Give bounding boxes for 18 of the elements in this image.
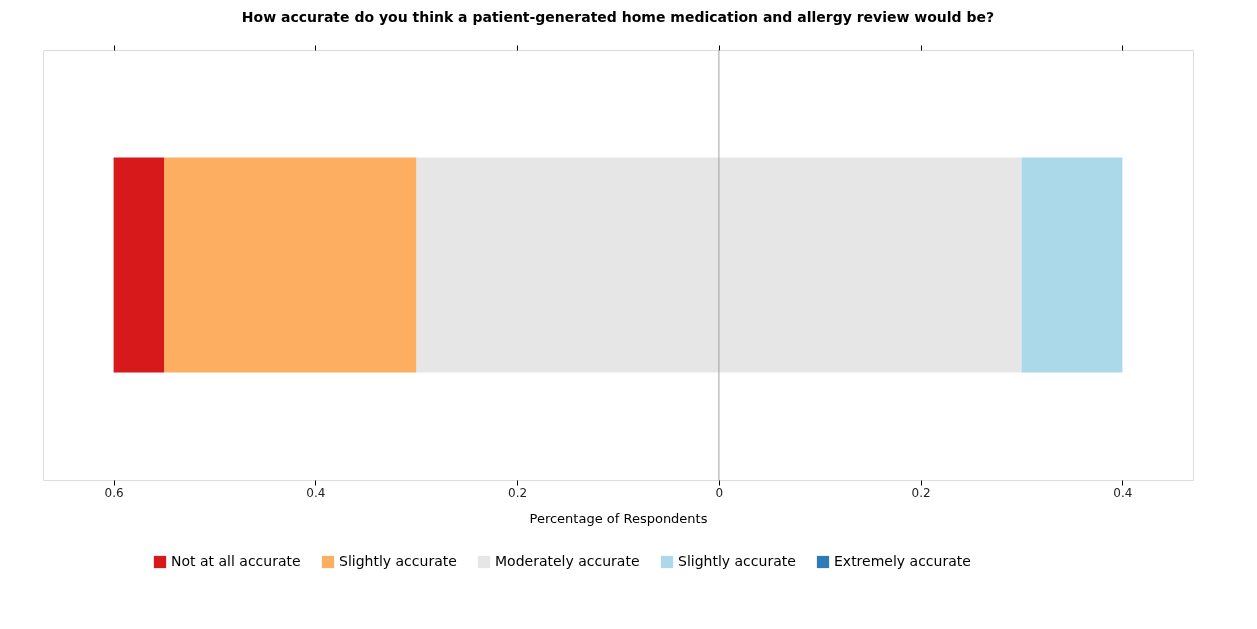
legend-label: Moderately accurate bbox=[495, 553, 640, 569]
bar bbox=[416, 157, 719, 373]
legend-label: Extremely accurate bbox=[834, 553, 971, 569]
x-tick-label: 0.2 bbox=[911, 485, 931, 500]
x-tick-label: 0.4 bbox=[306, 485, 326, 500]
x-tick-label: 0.2 bbox=[508, 485, 528, 500]
bar bbox=[718, 157, 1022, 373]
x-tick-label: 0.6 bbox=[104, 485, 124, 500]
legend-label: Slightly accurate bbox=[678, 553, 796, 569]
chart-title: How accurate do you think a patient-generated home medication and allergy review would be? bbox=[241, 8, 995, 25]
x-tick-label: 0.4 bbox=[1113, 485, 1133, 500]
x-axis-title: Percentage of Respondents bbox=[529, 510, 708, 526]
bar bbox=[164, 157, 417, 373]
x-tick-label: 0 bbox=[715, 485, 724, 500]
bar bbox=[113, 157, 165, 373]
bar bbox=[1021, 157, 1123, 373]
legend-label: Slightly accurate bbox=[339, 553, 457, 569]
legend-label: Not at all accurate bbox=[171, 553, 301, 569]
